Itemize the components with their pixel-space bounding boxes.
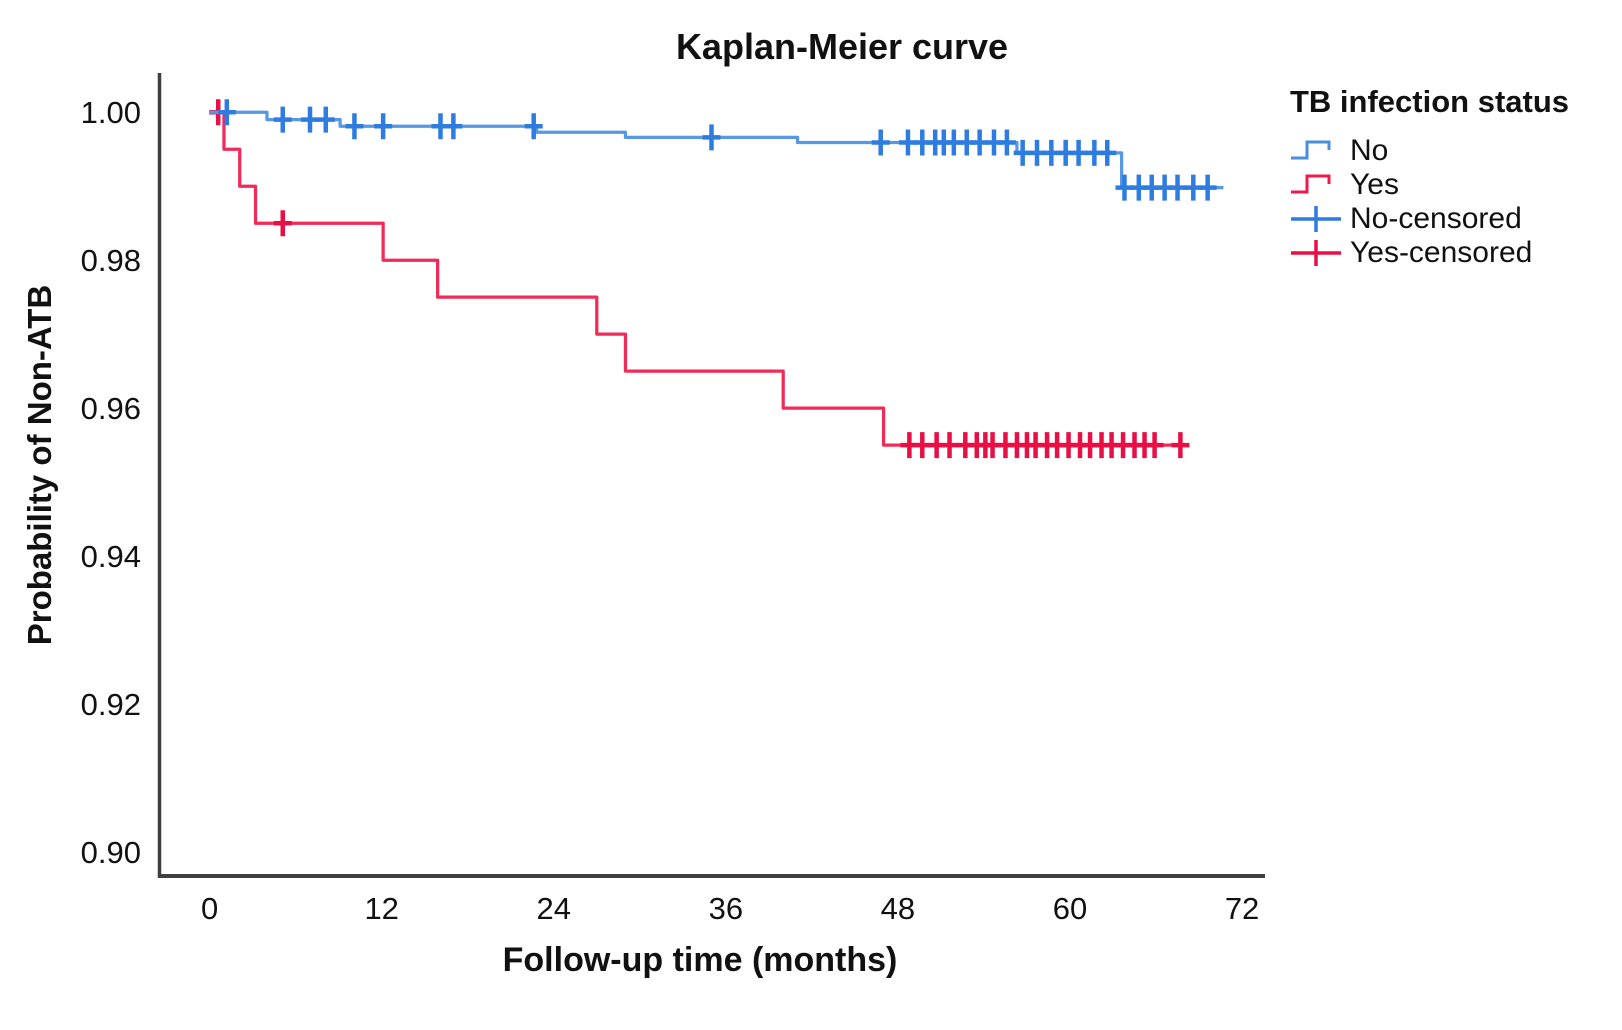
- no-censor-mark: [997, 129, 1016, 156]
- no-censor-mark: [345, 113, 364, 140]
- no-censor-mark: [374, 113, 393, 140]
- yes-censor-mark: [1145, 432, 1164, 459]
- legend-entry-label: No: [1350, 133, 1389, 167]
- legend-entries: No Yes No-censored Yes-censored: [1290, 134, 1610, 269]
- censor-plus-icon: [1291, 239, 1341, 266]
- legend-entry-label: No-censored: [1350, 201, 1522, 235]
- legend-entry-label: Yes: [1350, 167, 1399, 201]
- no-censor-mark: [444, 113, 463, 140]
- legend-entry-no-censored: No-censored: [1290, 202, 1610, 235]
- no-censor-mark: [1069, 139, 1088, 166]
- x-axis-title: Follow-up time (months): [502, 941, 898, 979]
- y-tick-label: 0.98: [81, 243, 141, 278]
- yes-censor-mark: [273, 210, 292, 237]
- no-censor-mark: [316, 106, 335, 133]
- x-tick-label: 60: [1053, 891, 1087, 926]
- no-censor-mark: [1168, 174, 1187, 201]
- no-censor-mark: [1098, 139, 1117, 166]
- no-censor-mark: [1198, 174, 1217, 201]
- yes-survival-curve: [209, 110, 1188, 447]
- censor-plus-icon: [1291, 205, 1341, 232]
- no-censor-mark: [217, 99, 236, 126]
- x-tick-label: 12: [364, 891, 398, 926]
- x-tick-label: 24: [537, 891, 571, 926]
- legend-entry-label: Yes-censored: [1350, 235, 1533, 269]
- legend-entry-no: No: [1290, 134, 1610, 167]
- x-tick-label: 48: [881, 891, 915, 926]
- y-tick-label: 0.94: [81, 539, 141, 574]
- legend-entry-yes: Yes: [1290, 168, 1610, 201]
- no-censor-mark: [273, 106, 292, 133]
- yes-censor-mark: [1171, 432, 1190, 459]
- no-censor-mark: [702, 124, 721, 151]
- step-line-icon: [1291, 174, 1331, 193]
- x-tick-label: 36: [709, 891, 743, 926]
- x-tick-label: 72: [1225, 891, 1259, 926]
- x-tick-label: 0: [201, 891, 218, 926]
- yes-censor-mark: [940, 432, 959, 459]
- y-tick-label: 0.92: [81, 687, 141, 722]
- y-tick-label: 0.90: [81, 835, 141, 870]
- no-censor-marks: [217, 99, 1217, 201]
- no-censor-mark: [871, 129, 890, 156]
- y-tick-label: 1.00: [81, 95, 141, 130]
- legend-entry-yes-censored: Yes-censored: [1290, 236, 1610, 269]
- legend: TB infection status No Yes No-censored Yes-…: [1290, 84, 1610, 270]
- y-tick-label: 0.96: [81, 391, 141, 426]
- no-survival-curve: [209, 110, 1224, 190]
- chart-title: Kaplan-Meier curve: [675, 26, 1009, 67]
- no-censor-mark: [300, 106, 319, 133]
- step-line-icon: [1291, 140, 1331, 159]
- no-censor-mark: [524, 113, 543, 140]
- legend-title: TB infection status: [1290, 84, 1570, 119]
